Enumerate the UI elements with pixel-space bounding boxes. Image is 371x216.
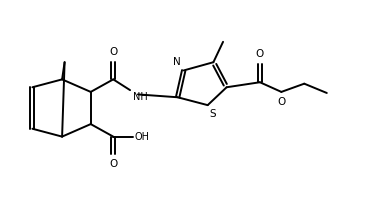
Text: N: N xyxy=(173,57,181,67)
Text: O: O xyxy=(109,47,117,57)
Text: S: S xyxy=(210,110,216,119)
Text: O: O xyxy=(256,49,264,59)
Text: OH: OH xyxy=(135,132,150,142)
Text: NH: NH xyxy=(133,92,148,102)
Text: O: O xyxy=(109,159,117,169)
Text: O: O xyxy=(277,97,286,106)
